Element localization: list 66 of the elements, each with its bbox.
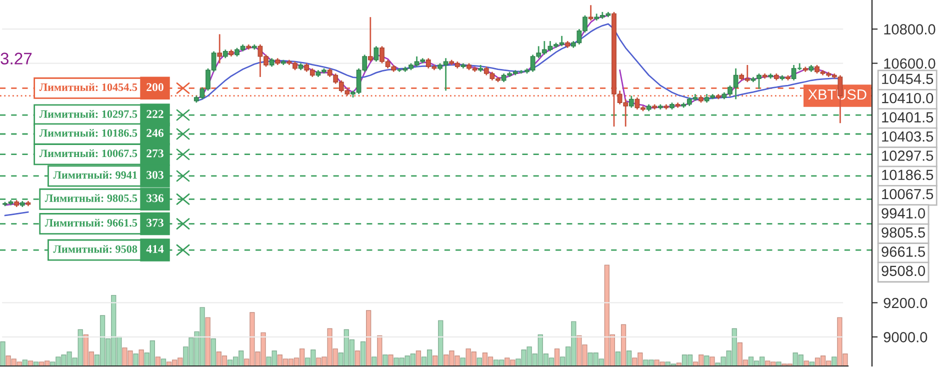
bar [210, 338, 216, 366]
bar [832, 356, 837, 366]
bar [354, 350, 360, 366]
bar [366, 310, 372, 366]
y-tick-label: 10800.0 [884, 24, 936, 35]
ref-line-label: Лимитный: 10067.5 [39, 149, 138, 158]
bar [133, 354, 138, 366]
bar [432, 356, 438, 366]
bar [22, 360, 28, 366]
text: 10403.5 [882, 131, 934, 142]
annotation: 273 [146, 149, 164, 158]
text: 10401.5 [882, 112, 934, 122]
annotation: 222 [146, 110, 164, 118]
candlestick [368, 16, 373, 62]
bar [438, 320, 444, 366]
candlestick [217, 34, 222, 64]
bar [615, 352, 621, 366]
bar [382, 354, 388, 366]
text: 9508.0 [882, 266, 926, 276]
bar [155, 356, 161, 366]
bar [554, 348, 560, 366]
candlestick [374, 45, 379, 62]
text: 10454.5 [882, 74, 934, 84]
bar [476, 358, 482, 366]
text: 10067.5 [882, 188, 934, 200]
bar [372, 356, 377, 366]
y-tick-label: 9200.0 [884, 298, 928, 308]
annotation: 373 [146, 218, 164, 227]
bar [377, 335, 382, 366]
y-tick-label: 9000.0 [884, 332, 928, 342]
annotation: 3.27 [0, 52, 32, 64]
bar [416, 350, 422, 366]
y-tick-label: 10600.0 [884, 58, 936, 69]
text: 10186.5 [882, 170, 934, 180]
text: 10297.5 [882, 150, 934, 161]
bar [360, 341, 366, 366]
text: 9805.5 [882, 227, 925, 238]
annotation: 246 [146, 129, 164, 137]
bar [205, 317, 210, 366]
bar [710, 356, 715, 366]
ref-line-label: Лимитный: 9941 [53, 171, 137, 179]
bar [804, 360, 809, 366]
ref-line-label: Лимитный: 10186.5 [39, 129, 138, 137]
ref-line-label: Лимитный: 9805.5 [44, 194, 138, 202]
bar [138, 350, 144, 366]
annotation: 200 [146, 83, 164, 92]
text: 9941.0 [882, 208, 926, 218]
ref-line-label: Лимитный: 10454.5 [39, 83, 138, 91]
ref-line-label: Лимитный: 9508 [53, 245, 138, 253]
text: 10410.0 [882, 92, 934, 104]
bar [460, 358, 466, 366]
bar [160, 358, 166, 366]
annotation: 414 [146, 245, 164, 253]
text: 9661.5 [882, 246, 925, 257]
candlestick [628, 95, 634, 108]
annotation: 303 [146, 170, 164, 179]
annotation: 336 [146, 194, 164, 202]
ref-line-label: Лимитный: 9661.5 [44, 218, 138, 227]
bar [388, 354, 394, 366]
ref-line-label: Лимитный: 10297.5 [39, 110, 138, 118]
bar [28, 360, 34, 366]
bar [0, 341, 6, 366]
ref-line-label: XBTUSD [808, 89, 866, 100]
bar [626, 350, 632, 366]
bar [704, 356, 710, 366]
bar [620, 324, 626, 366]
